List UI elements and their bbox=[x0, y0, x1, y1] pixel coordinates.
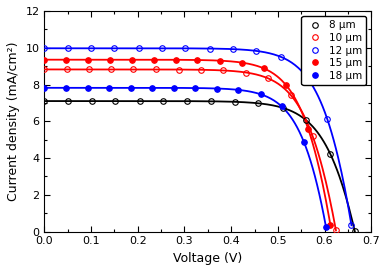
10 μm bbox=[42, 68, 47, 71]
10 μm bbox=[64, 68, 69, 71]
18 μm bbox=[236, 88, 241, 91]
8 μm bbox=[65, 100, 70, 103]
8 μm bbox=[137, 100, 142, 103]
18 μm bbox=[193, 86, 197, 90]
12 μm bbox=[231, 48, 235, 51]
15 μm bbox=[240, 61, 244, 64]
15 μm bbox=[328, 224, 333, 227]
8 μm bbox=[90, 100, 94, 103]
8 μm bbox=[185, 100, 190, 103]
12 μm bbox=[278, 55, 283, 58]
10 μm bbox=[244, 71, 248, 74]
18 μm bbox=[86, 86, 90, 89]
10 μm bbox=[310, 135, 315, 138]
Line: 8 μm: 8 μm bbox=[42, 98, 358, 234]
15 μm bbox=[130, 58, 134, 61]
10 μm bbox=[288, 93, 293, 97]
15 μm bbox=[306, 128, 310, 131]
10 μm bbox=[266, 77, 271, 80]
12 μm bbox=[159, 47, 164, 50]
18 μm bbox=[63, 86, 68, 89]
12 μm bbox=[301, 72, 306, 75]
18 μm bbox=[324, 225, 328, 228]
18 μm bbox=[106, 86, 111, 89]
10 μm bbox=[199, 68, 203, 72]
15 μm bbox=[262, 67, 266, 70]
12 μm bbox=[325, 117, 329, 120]
15 μm bbox=[86, 58, 90, 61]
8 μm bbox=[161, 100, 165, 103]
8 μm bbox=[42, 100, 47, 103]
15 μm bbox=[108, 58, 112, 61]
12 μm bbox=[42, 47, 47, 50]
18 μm bbox=[150, 86, 154, 89]
12 μm bbox=[183, 47, 188, 50]
Y-axis label: Current density (mA/cm²): Current density (mA/cm²) bbox=[7, 42, 20, 201]
18 μm bbox=[279, 105, 284, 108]
15 μm bbox=[284, 84, 288, 87]
15 μm bbox=[152, 58, 156, 61]
10 μm bbox=[131, 68, 135, 71]
10 μm bbox=[221, 69, 225, 72]
X-axis label: Voltage (V): Voltage (V) bbox=[173, 252, 243, 265]
8 μm bbox=[113, 100, 118, 103]
12 μm bbox=[136, 47, 141, 50]
10 μm bbox=[334, 229, 338, 232]
18 μm bbox=[172, 86, 176, 89]
15 μm bbox=[63, 58, 68, 61]
12 μm bbox=[65, 47, 70, 50]
Legend: 8 μm, 10 μm, 12 μm, 15 μm, 18 μm: 8 μm, 10 μm, 12 μm, 15 μm, 18 μm bbox=[301, 16, 366, 85]
Line: 12 μm: 12 μm bbox=[42, 45, 354, 228]
8 μm bbox=[256, 102, 261, 105]
8 μm bbox=[281, 106, 285, 109]
12 μm bbox=[254, 49, 259, 52]
12 μm bbox=[112, 47, 116, 50]
12 μm bbox=[89, 47, 93, 50]
18 μm bbox=[128, 86, 133, 89]
10 μm bbox=[109, 68, 113, 71]
Line: 15 μm: 15 μm bbox=[42, 57, 333, 228]
18 μm bbox=[258, 93, 263, 96]
15 μm bbox=[217, 59, 222, 62]
18 μm bbox=[42, 86, 47, 89]
15 μm bbox=[42, 58, 47, 61]
18 μm bbox=[215, 87, 220, 90]
15 μm bbox=[195, 58, 200, 62]
Line: 18 μm: 18 μm bbox=[42, 85, 329, 230]
18 μm bbox=[301, 140, 306, 143]
8 μm bbox=[328, 153, 333, 156]
Line: 10 μm: 10 μm bbox=[42, 67, 339, 233]
12 μm bbox=[207, 47, 212, 50]
8 μm bbox=[208, 100, 213, 103]
8 μm bbox=[233, 100, 237, 103]
8 μm bbox=[304, 119, 308, 122]
10 μm bbox=[176, 68, 181, 71]
10 μm bbox=[86, 68, 91, 71]
10 μm bbox=[154, 68, 159, 71]
8 μm bbox=[353, 230, 357, 233]
12 μm bbox=[349, 224, 354, 227]
15 μm bbox=[174, 58, 179, 61]
